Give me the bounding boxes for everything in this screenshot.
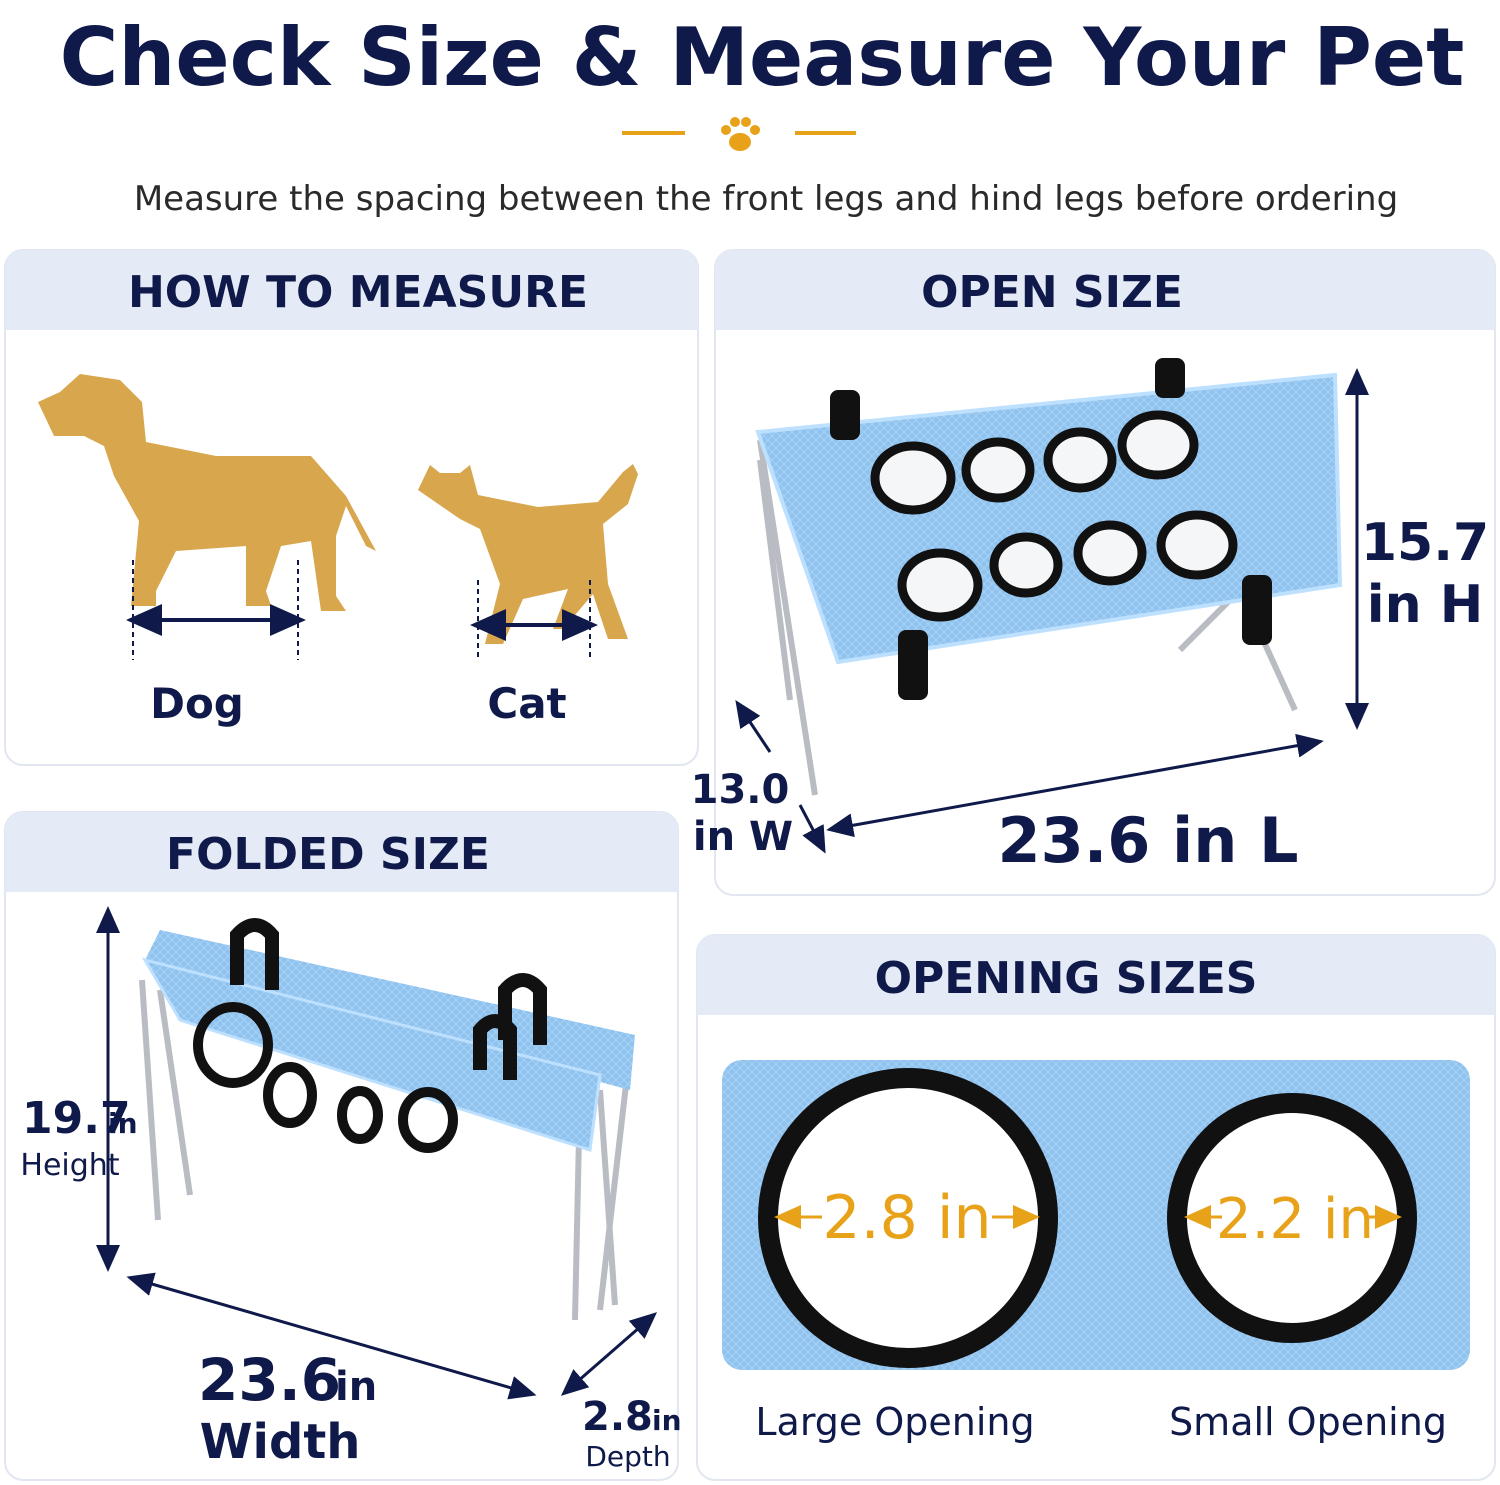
folded-straps	[230, 918, 279, 990]
panel-title: HOW TO MEASURE	[128, 267, 588, 318]
measure-arrows	[126, 604, 598, 641]
paw-icon	[741, 117, 751, 127]
bed-openings	[1156, 510, 1238, 580]
folded-legs	[597, 1089, 618, 1306]
panel-title: OPEN SIZE	[921, 267, 1183, 318]
folded-legs	[157, 989, 193, 1196]
folded-openings	[193, 1002, 458, 1153]
paw-icon	[750, 125, 760, 135]
folded-straps	[498, 973, 547, 1045]
height-value: 19.7	[22, 1093, 131, 1144]
height-label: Height	[20, 1148, 119, 1183]
opening-sizes-panel	[697, 935, 1495, 1015]
paw-icon	[721, 125, 731, 135]
bed-legs	[757, 439, 818, 796]
dimension-arrows	[560, 1312, 658, 1396]
depth-label: Depth	[585, 1440, 670, 1473]
folded-openings	[193, 1002, 273, 1088]
height-unit: in H	[1367, 575, 1483, 635]
cat-silhouette	[418, 464, 638, 644]
how-to-measure-panel	[5, 250, 698, 330]
bed-straps	[830, 358, 1272, 700]
cat-label: Cat	[487, 679, 566, 728]
paw-icon	[721, 117, 760, 151]
paw-icon	[730, 117, 740, 127]
bed-legs	[757, 459, 793, 701]
title: Check Size & Measure Your Pet	[60, 11, 1465, 104]
width-unit: in W	[693, 814, 793, 860]
bed-openings	[870, 410, 1238, 622]
open-size-panel: OPEN SIZE 15.7 in H 13.0 in W 23.6 in L	[691, 249, 1496, 896]
bed-straps	[1242, 575, 1272, 645]
small-ring	[1167, 1093, 1417, 1343]
header: Check Size & Measure Your Pet Measure th…	[60, 11, 1465, 219]
paw-icon	[729, 133, 751, 151]
dimension-arrows	[735, 368, 1369, 854]
dimension-arrows	[798, 804, 826, 854]
bed-straps	[1155, 358, 1185, 398]
dog-label: Dog	[150, 679, 244, 728]
subtitle: Measure the spacing between the front le…	[134, 179, 1398, 219]
folded-openings	[398, 1087, 458, 1153]
width-label: Width	[200, 1414, 361, 1470]
folded-straps	[473, 1014, 517, 1080]
bed-straps	[898, 630, 928, 700]
panel-title: FOLDED SIZE	[166, 829, 490, 880]
bed-openings	[897, 548, 983, 622]
dimension-arrows	[735, 700, 772, 753]
dimension-arrows	[826, 733, 1324, 838]
folded-openings	[337, 1086, 383, 1144]
bed-openings	[1043, 427, 1117, 493]
bed-openings	[1073, 520, 1147, 586]
large-size: 2.8 in	[822, 1183, 991, 1253]
folded-size-panel: FOLDED SIZE 19.7 in Height 23.6 in Width…	[4, 811, 682, 1481]
height-value: 15.7	[1361, 513, 1489, 573]
dimension-arrows	[126, 1272, 537, 1400]
depth-value: 2.8	[582, 1394, 653, 1440]
bed-openings	[870, 441, 956, 515]
width-value: 13.0	[691, 767, 790, 813]
folded-size-panel	[5, 812, 678, 892]
bed-openings	[1117, 410, 1199, 480]
large-label: Large Opening	[755, 1400, 1034, 1444]
folded-legs	[597, 1049, 633, 1311]
length-label: 23.6 in L	[997, 804, 1298, 877]
small-label: Small Opening	[1169, 1400, 1447, 1444]
width-unit: in	[335, 1364, 377, 1410]
panel-title: OPENING SIZES	[875, 953, 1258, 1004]
bed-openings	[961, 437, 1035, 503]
folded-straps	[230, 918, 547, 1080]
how-to-measure-panel: HOW TO MEASURE Dog Cat	[4, 249, 699, 766]
folded-openings	[263, 1062, 317, 1128]
dimension-arrows	[96, 906, 658, 1400]
bed-straps	[830, 390, 860, 440]
width-value: 23.6	[198, 1346, 341, 1414]
dog-silhouette	[38, 374, 376, 611]
open-size-panel	[715, 250, 1495, 330]
bed-legs	[1177, 597, 1233, 653]
bed-openings	[989, 532, 1063, 598]
folded-fabric	[141, 957, 602, 1152]
small-size: 2.2 in	[1216, 1187, 1374, 1252]
large-ring	[758, 1068, 1058, 1368]
folded-legs	[139, 979, 161, 1221]
opening-sizes-panel: OPENING SIZES 2.8 in 2.2 in Large Openin…	[696, 934, 1496, 1481]
depth-unit: in	[652, 1404, 682, 1437]
height-unit: in	[108, 1107, 138, 1140]
